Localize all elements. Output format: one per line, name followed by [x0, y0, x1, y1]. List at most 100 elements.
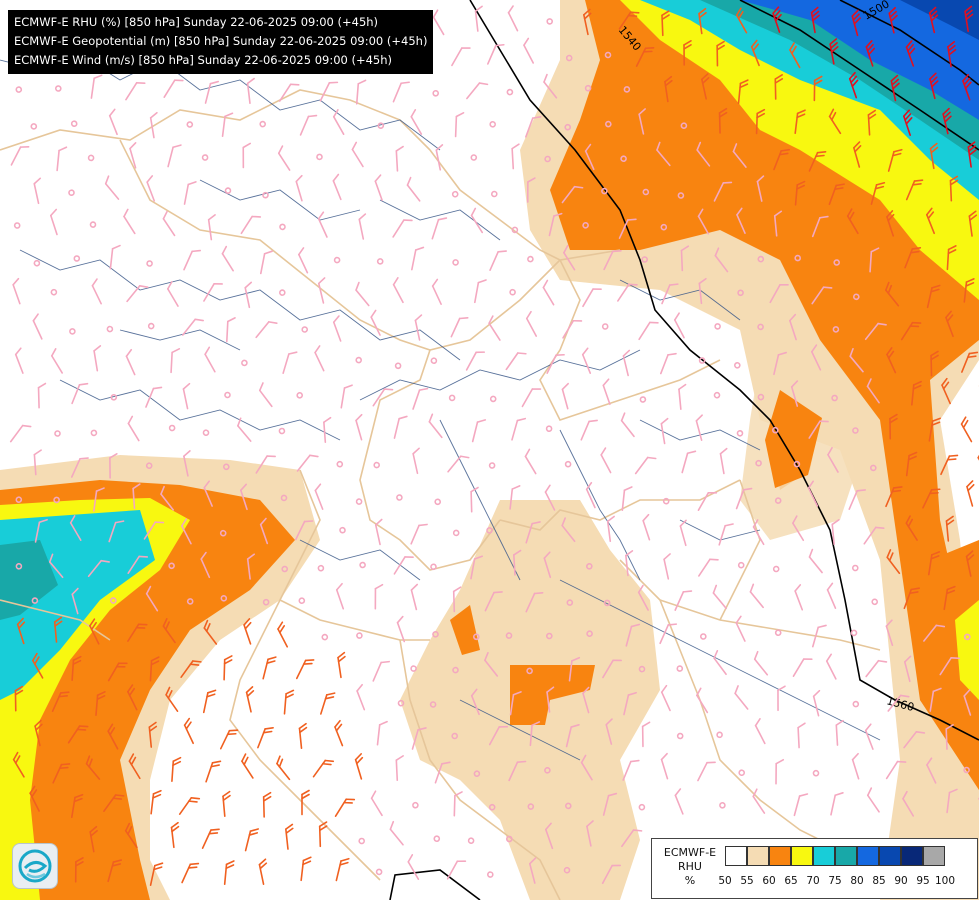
wind-barb	[146, 260, 153, 267]
wind-barb	[968, 210, 978, 237]
wind-barb	[925, 207, 936, 235]
wind-barb	[87, 154, 95, 162]
wind-barb	[698, 558, 719, 577]
wind-barb	[486, 527, 493, 534]
wind-barb	[430, 563, 437, 571]
legend-swatch	[923, 846, 945, 866]
wind-barb	[203, 480, 213, 507]
wind-barb	[337, 651, 346, 679]
wind-barb	[150, 789, 162, 815]
wind-barb	[53, 616, 63, 643]
wind-barb	[148, 721, 158, 748]
wind-barb	[244, 281, 253, 309]
wind-barb	[407, 854, 420, 880]
wind-barb	[246, 553, 255, 580]
wind-barb	[850, 629, 858, 637]
wind-barb	[486, 871, 494, 878]
wind-barb	[946, 245, 957, 271]
wind-barb	[790, 380, 799, 407]
wind-barb	[865, 40, 876, 67]
wind-barb	[664, 75, 673, 103]
wind-barb	[869, 247, 880, 273]
wind-barb	[638, 803, 646, 811]
wind-barb	[757, 393, 765, 401]
wind-barb	[580, 419, 598, 441]
wind-barb	[546, 18, 554, 25]
wind-barb	[262, 656, 277, 680]
wind-barb	[866, 787, 880, 813]
wind-barb	[757, 255, 765, 263]
wind-barb	[170, 821, 180, 849]
wind-barb	[713, 391, 721, 399]
wind-barb	[961, 351, 979, 373]
wind-barb	[355, 413, 363, 441]
wind-barb	[90, 429, 98, 437]
wind-barb	[470, 207, 484, 234]
wind-barb	[586, 630, 593, 638]
wind-barb	[831, 519, 840, 546]
wind-barb	[395, 755, 404, 781]
wind-barb	[638, 108, 646, 135]
wind-barb	[622, 349, 631, 377]
wind-barb	[283, 689, 295, 715]
wind-barb	[108, 108, 118, 136]
wind-barb	[542, 279, 555, 306]
wind-barb	[714, 323, 721, 330]
wind-barb	[52, 763, 71, 784]
wind-barb	[561, 382, 569, 410]
wind-barb	[755, 108, 766, 135]
wind-barb	[33, 177, 42, 205]
wind-barb	[963, 633, 971, 641]
wind-barb	[392, 277, 404, 304]
wind-barb	[395, 145, 404, 172]
wind-barb	[93, 345, 102, 372]
wind-barb	[127, 684, 138, 711]
title-geopotential: ECMWF-E Geopotential (m) [850 hPa] Sunda…	[14, 34, 428, 48]
wind-barb	[183, 450, 191, 477]
wind-barb	[298, 597, 306, 605]
wind-barb	[775, 758, 785, 785]
wind-barb	[396, 615, 406, 643]
wind-barb	[930, 350, 939, 377]
wind-barb	[808, 548, 823, 574]
wind-barb	[732, 143, 747, 168]
wind-barb	[580, 754, 593, 781]
legend-tick-label: 80	[850, 875, 864, 887]
wind-barb	[428, 413, 443, 439]
wind-barb	[298, 247, 309, 274]
wind-barb	[789, 313, 797, 341]
wind-barb	[945, 515, 955, 542]
legend-tick-label: 90	[894, 875, 908, 887]
wind-barb	[603, 599, 611, 607]
wind-barb	[12, 751, 25, 778]
wind-barb	[774, 629, 782, 637]
wind-barb	[620, 412, 635, 438]
legend-title-line: ECMWF-E	[663, 846, 717, 859]
wind-barb	[70, 457, 89, 478]
wind-barb	[452, 529, 460, 537]
wind-barb	[316, 153, 323, 161]
wind-barb	[389, 820, 404, 846]
wind-barb	[37, 382, 47, 409]
wind-barb	[622, 759, 640, 781]
wind-barb	[713, 649, 727, 676]
wind-barb	[430, 357, 438, 365]
wind-barb	[509, 288, 516, 296]
wind-barb	[673, 312, 685, 339]
wind-barb	[243, 618, 252, 645]
wind-barb	[719, 447, 728, 475]
wind-barb	[484, 651, 499, 677]
country-borders	[0, 89, 901, 900]
wind-barb	[434, 761, 451, 784]
wind-barb	[374, 518, 383, 546]
wind-barb	[15, 86, 23, 93]
wind-barb	[811, 286, 833, 305]
wind-barb	[433, 835, 441, 843]
wind-barb	[808, 420, 829, 439]
wind-barb	[356, 683, 366, 711]
wind-barb	[641, 256, 649, 263]
wind-barb	[811, 215, 829, 238]
wind-barb	[170, 347, 181, 374]
legend-ticks: 50 55 60 65 70 75 80 85 90 95 100	[714, 875, 956, 887]
wind-barb	[14, 685, 24, 712]
